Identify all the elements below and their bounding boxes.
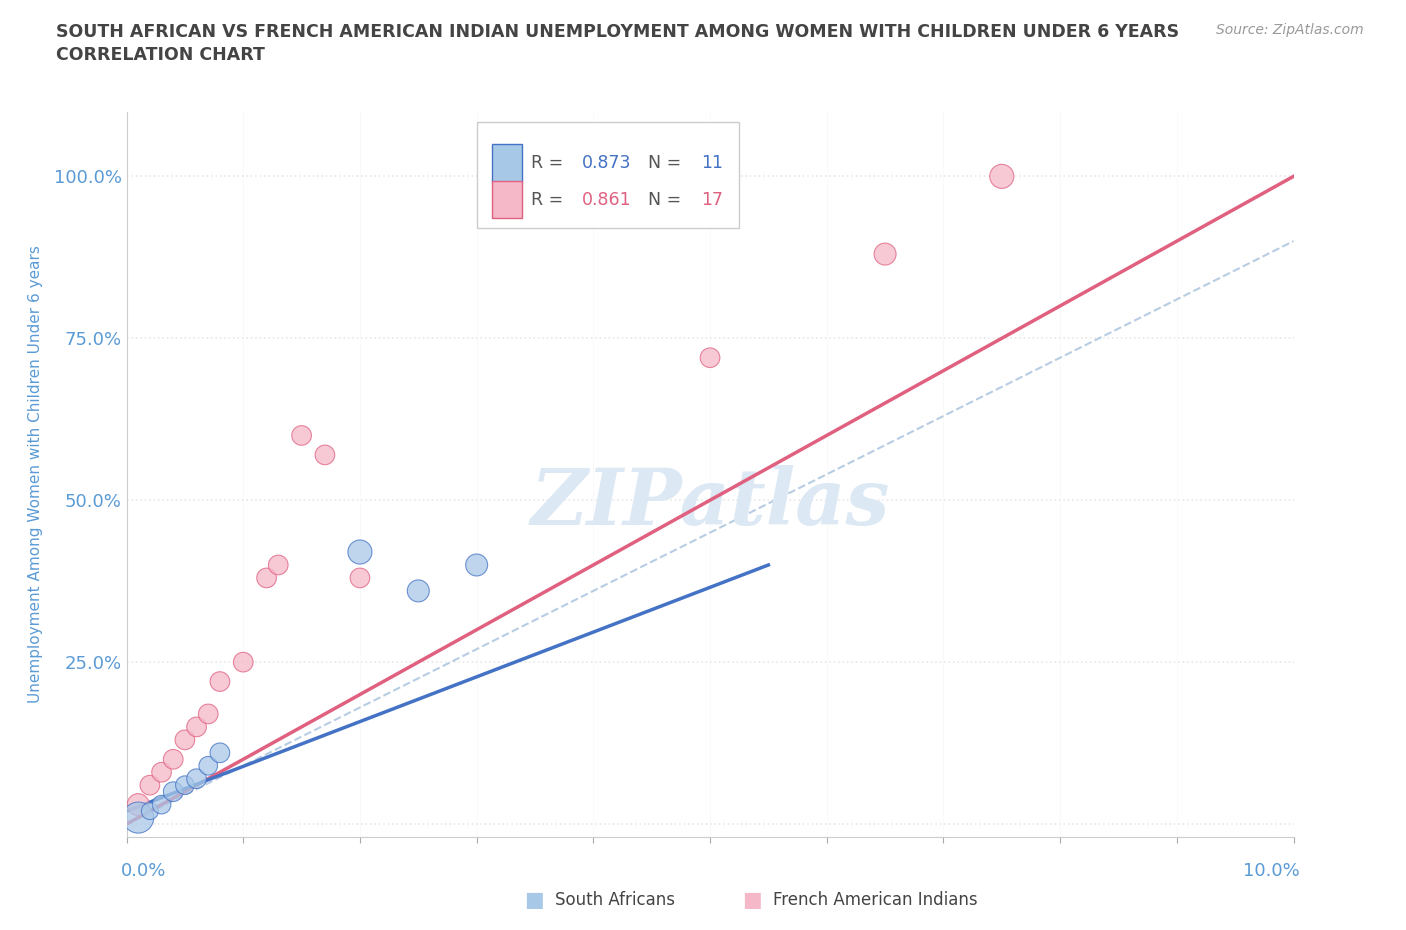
Text: N =: N =	[637, 154, 686, 172]
Point	[875, 246, 897, 261]
Text: R =: R =	[531, 154, 569, 172]
Text: 0.873: 0.873	[582, 154, 631, 172]
Text: CORRELATION CHART: CORRELATION CHART	[56, 46, 266, 64]
Text: 0.0%: 0.0%	[121, 862, 166, 881]
Point	[349, 570, 371, 585]
Point	[314, 447, 336, 462]
Text: N =: N =	[637, 191, 686, 208]
Point	[197, 707, 219, 722]
Text: ZIPatlas: ZIPatlas	[530, 465, 890, 541]
Point	[990, 169, 1012, 184]
Point	[699, 351, 721, 365]
Point	[127, 810, 149, 825]
Point	[267, 558, 290, 573]
Point	[174, 733, 197, 748]
Text: Source: ZipAtlas.com: Source: ZipAtlas.com	[1216, 23, 1364, 37]
Point	[208, 745, 231, 760]
Point	[197, 758, 219, 773]
Text: French American Indians: French American Indians	[773, 891, 979, 910]
Text: 11: 11	[700, 154, 723, 172]
Text: 10.0%: 10.0%	[1243, 862, 1299, 881]
FancyBboxPatch shape	[492, 180, 522, 219]
Point	[150, 797, 173, 812]
Text: R =: R =	[531, 191, 569, 208]
Point	[139, 777, 162, 792]
Text: 17: 17	[700, 191, 723, 208]
Point	[290, 428, 312, 443]
Point	[256, 570, 278, 585]
Point	[408, 583, 430, 598]
Point	[162, 784, 184, 799]
Text: 0.861: 0.861	[582, 191, 631, 208]
Point	[186, 720, 208, 735]
Point	[465, 558, 488, 573]
Point	[127, 797, 149, 812]
Text: SOUTH AFRICAN VS FRENCH AMERICAN INDIAN UNEMPLOYMENT AMONG WOMEN WITH CHILDREN U: SOUTH AFRICAN VS FRENCH AMERICAN INDIAN …	[56, 23, 1180, 41]
Point	[139, 804, 162, 818]
FancyBboxPatch shape	[492, 144, 522, 182]
Point	[232, 655, 254, 670]
Text: South Africans: South Africans	[555, 891, 675, 910]
Point	[174, 777, 197, 792]
Text: ■: ■	[742, 890, 762, 910]
Point	[162, 751, 184, 766]
Text: ■: ■	[524, 890, 544, 910]
Y-axis label: Unemployment Among Women with Children Under 6 years: Unemployment Among Women with Children U…	[28, 246, 42, 703]
Point	[208, 674, 231, 689]
Point	[186, 771, 208, 786]
Point	[150, 764, 173, 779]
FancyBboxPatch shape	[477, 123, 740, 228]
Point	[349, 545, 371, 560]
